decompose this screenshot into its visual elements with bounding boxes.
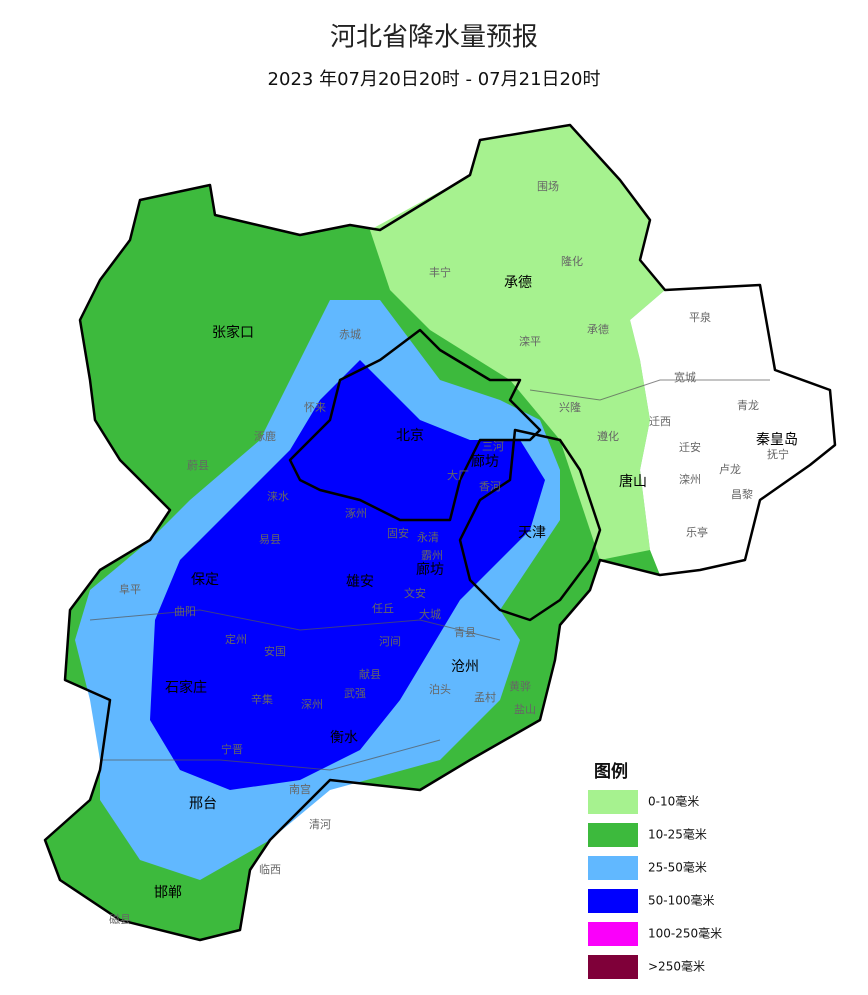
county-label: 承德 bbox=[587, 322, 609, 336]
legend-label: 50-100毫米 bbox=[648, 893, 715, 908]
county-label: 献县 bbox=[359, 667, 381, 681]
county-label: 卢龙 bbox=[719, 463, 741, 476]
city-label: 雄安 bbox=[346, 574, 374, 590]
county-label: 临西 bbox=[259, 862, 281, 876]
county-label: 宽城 bbox=[674, 370, 696, 384]
city-label: 秦皇岛 bbox=[756, 432, 798, 448]
county-border bbox=[100, 739, 441, 771]
county-label: 隆化 bbox=[561, 254, 583, 268]
county-border bbox=[89, 609, 501, 641]
county-label: 永清 bbox=[417, 530, 439, 544]
city-label: 唐山 bbox=[619, 473, 647, 490]
county-label: 宁晋 bbox=[221, 742, 243, 756]
county-label: 青龙 bbox=[737, 399, 759, 412]
county-label: 迁西 bbox=[649, 415, 671, 428]
legend-label: 0-10毫米 bbox=[648, 794, 699, 809]
county-label: 定州 bbox=[225, 632, 247, 646]
county-label: 孟村 bbox=[474, 690, 496, 704]
county-label: 黄骅 bbox=[509, 679, 531, 693]
city-label: 廊坊 bbox=[471, 453, 499, 470]
city-label: 天津 bbox=[518, 525, 546, 541]
map bbox=[43, 123, 837, 942]
county-label: 兴隆 bbox=[559, 400, 581, 414]
zone-50-100 bbox=[150, 360, 545, 790]
county-label: 围场 bbox=[537, 179, 559, 193]
county-label: 磁县 bbox=[109, 913, 131, 926]
county-label: 深州 bbox=[301, 698, 323, 711]
city-label: 张家口 bbox=[212, 324, 254, 341]
county-label: 迁安 bbox=[679, 440, 701, 454]
legend-label: >250毫米 bbox=[648, 959, 705, 974]
county-label: 曲阳 bbox=[174, 605, 196, 618]
county-label: 三河 bbox=[482, 440, 504, 453]
county-label: 文安 bbox=[404, 586, 426, 600]
county-border bbox=[529, 379, 770, 401]
county-label: 滦州 bbox=[679, 472, 701, 486]
city-label: 承德 bbox=[504, 275, 532, 291]
county-label: 遵化 bbox=[597, 429, 619, 443]
county-label: 武强 bbox=[344, 687, 366, 700]
city-label: 邯郸 bbox=[154, 885, 182, 901]
county-label: 昌黎 bbox=[731, 487, 753, 501]
county-label: 涿鹿 bbox=[254, 429, 276, 443]
county-label: 丰宁 bbox=[429, 265, 451, 279]
county-label: 涿州 bbox=[345, 507, 367, 520]
county-label: 平泉 bbox=[689, 310, 711, 324]
county-label: 易县 bbox=[259, 533, 281, 546]
zone-none bbox=[630, 285, 835, 575]
city-label: 沧州 bbox=[451, 658, 479, 675]
county-label: 抚宁 bbox=[767, 447, 789, 461]
county-label: 香河 bbox=[479, 480, 501, 493]
county-label: 阜平 bbox=[119, 583, 141, 596]
city-label: 衡水 bbox=[330, 730, 358, 746]
city-label: 保定 bbox=[191, 572, 219, 588]
zone-0-10 bbox=[370, 125, 665, 560]
legend-title: 图例 bbox=[594, 761, 628, 782]
beijing-border bbox=[288, 328, 542, 522]
tianjin-border bbox=[458, 428, 602, 622]
legend-swatch bbox=[588, 823, 638, 847]
county-label: 任丘 bbox=[372, 602, 394, 615]
legend-swatch bbox=[588, 856, 638, 880]
title: 河北省降水量预报 bbox=[330, 23, 538, 53]
county-label: 盐山 bbox=[514, 703, 536, 716]
legend-label: 100-250毫米 bbox=[648, 926, 722, 941]
county-label: 蔚县 bbox=[187, 459, 209, 472]
county-label: 大厂 bbox=[447, 468, 469, 482]
county-label: 大城 bbox=[419, 607, 441, 621]
county-label: 青县 bbox=[454, 626, 476, 639]
county-label: 泊头 bbox=[429, 683, 451, 696]
city-label: 廊坊 bbox=[416, 561, 444, 578]
county-label: 固安 bbox=[387, 526, 409, 540]
legend-label: 10-25毫米 bbox=[648, 827, 707, 842]
county-label: 清河 bbox=[309, 818, 331, 831]
county-label: 霸州 bbox=[421, 549, 443, 562]
county-label: 南宫 bbox=[289, 782, 311, 796]
county-label: 怀来 bbox=[304, 401, 326, 414]
legend-swatch bbox=[588, 889, 638, 913]
city-label: 北京 bbox=[396, 428, 424, 444]
legend-swatch bbox=[588, 922, 638, 946]
legend-swatch bbox=[588, 955, 638, 979]
county-label: 涞水 bbox=[267, 490, 289, 503]
hebei-border bbox=[43, 123, 837, 942]
legend-label: 25-50毫米 bbox=[648, 860, 707, 875]
city-label: 邢台 bbox=[189, 796, 217, 812]
subtitle: 2023 年07月20日20时 - 07月21日20时 bbox=[268, 69, 601, 90]
county-label: 赤城 bbox=[339, 328, 361, 341]
county-label: 辛集 bbox=[251, 692, 273, 706]
county-label: 河间 bbox=[379, 635, 401, 648]
county-label: 滦平 bbox=[519, 334, 541, 348]
legend-swatch bbox=[588, 790, 638, 814]
county-label: 乐亭 bbox=[686, 525, 708, 539]
city-label: 石家庄 bbox=[165, 679, 207, 696]
county-label: 安国 bbox=[264, 644, 286, 658]
legend: 图例 0-10毫米 10-25毫米 25-50毫米 50-100毫米 100-250毫米… bbox=[588, 761, 722, 979]
